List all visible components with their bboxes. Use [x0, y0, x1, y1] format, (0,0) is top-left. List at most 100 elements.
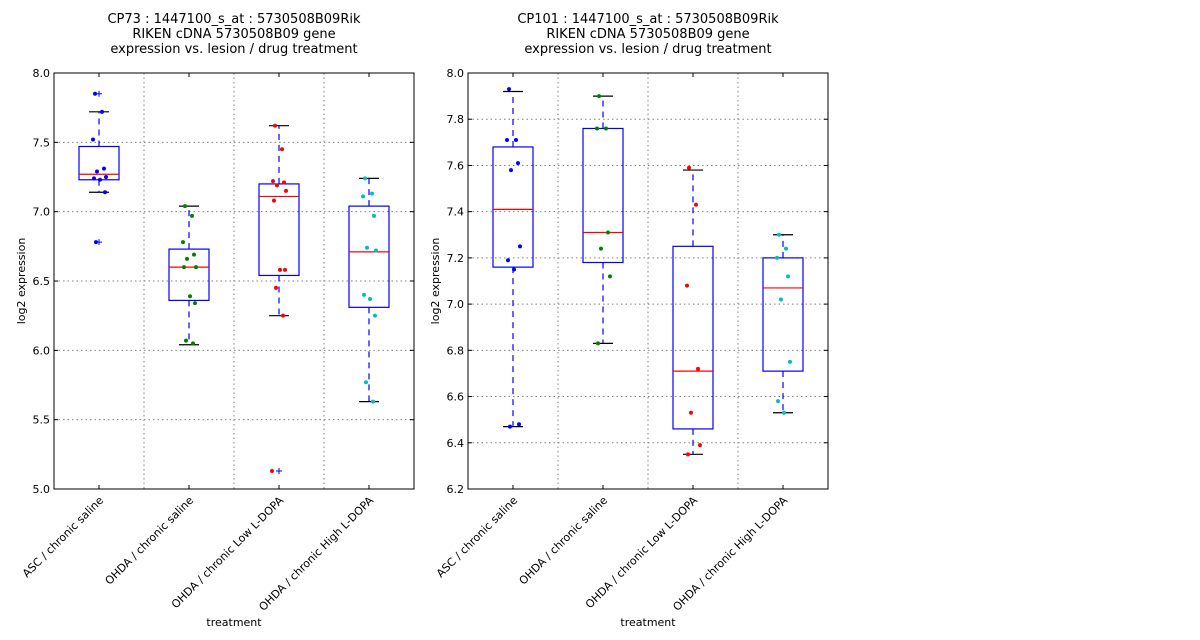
- chart-title-line: RIKEN cDNA 5730508B09 gene: [546, 27, 749, 42]
- y-axis-label: log2 expression: [429, 238, 442, 325]
- data-point: [775, 255, 779, 260]
- data-point: [685, 283, 689, 288]
- data-point: [370, 191, 374, 196]
- box-group-1: [492, 87, 534, 429]
- data-point: [181, 240, 185, 245]
- data-point: [786, 274, 790, 279]
- data-point: [270, 468, 274, 473]
- data-point: [782, 410, 786, 415]
- data-point: [599, 246, 603, 251]
- data-point: [188, 294, 192, 299]
- y-tick-label: 8.0: [33, 67, 51, 80]
- box-iqr: [582, 127, 624, 264]
- data-point: [184, 338, 188, 343]
- data-point: [100, 109, 104, 114]
- data-point: [95, 169, 99, 174]
- y-tick-label: 6.2: [447, 483, 465, 496]
- data-point: [98, 177, 102, 182]
- data-point: [272, 198, 276, 203]
- data-point: [281, 313, 285, 318]
- box-group-4: [762, 232, 804, 415]
- data-point: [104, 175, 108, 179]
- data-point: [190, 213, 194, 218]
- y-tick-label: 5.5: [33, 414, 51, 427]
- x-tick-label: OHDA / chronic saline: [517, 494, 611, 588]
- data-point: [192, 252, 196, 257]
- chart-panel-1: CP73 : 1447100_s_at : 5730508B09RikRIKEN…: [15, 12, 415, 629]
- data-point: [363, 176, 367, 181]
- data-point: [372, 213, 376, 218]
- box-iqr: [348, 205, 390, 308]
- data-point: [606, 230, 610, 235]
- data-point: [182, 265, 186, 270]
- data-point: [514, 138, 518, 143]
- data-point: [608, 274, 612, 279]
- chart-title-line: expression vs. lesion / drug treatment: [110, 42, 357, 57]
- box-group-3: [672, 165, 714, 457]
- data-point: [777, 232, 781, 237]
- y-tick-label: 7.8: [447, 113, 465, 126]
- y-tick-label: 6.4: [447, 437, 465, 450]
- data-point: [193, 301, 197, 306]
- data-point: [687, 165, 691, 170]
- flier-marker: [276, 467, 282, 474]
- box-group-4: [348, 176, 390, 404]
- data-point: [694, 202, 698, 207]
- y-tick-label: 8.0: [447, 67, 465, 80]
- data-point: [274, 285, 278, 290]
- y-axis-label: log2 expression: [15, 238, 28, 325]
- data-point: [275, 183, 279, 188]
- data-point: [374, 248, 378, 253]
- data-point: [784, 246, 788, 251]
- chart-panel-2: CP101 : 1447100_s_at : 5730508B09RikRIKE…: [429, 12, 829, 629]
- data-point: [788, 359, 792, 364]
- data-point: [779, 297, 783, 302]
- box-iqr: [258, 183, 300, 277]
- data-point: [696, 366, 700, 371]
- x-tick-label: OHDA / chronic saline: [103, 494, 197, 588]
- data-point: [194, 265, 198, 270]
- data-point: [94, 240, 98, 245]
- data-point: [373, 313, 377, 318]
- data-point: [191, 341, 195, 346]
- y-tick-label: 7.0: [447, 298, 465, 311]
- data-point: [283, 267, 287, 272]
- y-tick-label: 5.0: [33, 483, 51, 496]
- axes-frame: [53, 72, 415, 490]
- data-point: [91, 137, 95, 142]
- data-point: [686, 452, 690, 457]
- box-iqr: [168, 248, 210, 302]
- data-point: [604, 126, 608, 131]
- data-point: [365, 245, 369, 250]
- data-point: [517, 422, 521, 427]
- y-tick-label: 7.0: [33, 206, 51, 219]
- data-point: [361, 194, 365, 199]
- box-group-3: [258, 123, 300, 474]
- data-point: [271, 179, 275, 184]
- y-tick-label: 7.2: [447, 252, 465, 265]
- x-tick-label: ASC / chronic saline: [20, 494, 106, 580]
- y-tick-label: 7.6: [447, 159, 465, 172]
- box-group-2: [582, 94, 624, 346]
- data-point: [518, 244, 522, 249]
- data-point: [371, 399, 375, 404]
- data-point: [505, 138, 509, 143]
- data-point: [595, 126, 599, 131]
- data-point: [183, 204, 187, 209]
- chart-title-line: CP73 : 1447100_s_at : 5730508B09Rik: [107, 12, 360, 27]
- data-point: [185, 256, 189, 261]
- box-group-1: [78, 90, 120, 246]
- data-point: [278, 267, 282, 272]
- data-point: [273, 123, 277, 128]
- chart-title-line: expression vs. lesion / drug treatment: [524, 42, 771, 57]
- y-tick-label: 6.6: [447, 391, 465, 404]
- data-point: [509, 168, 513, 173]
- data-point: [92, 176, 96, 181]
- data-point: [776, 399, 780, 404]
- box-iqr: [492, 146, 534, 268]
- data-point: [284, 188, 288, 193]
- data-point: [597, 94, 601, 99]
- data-point: [282, 180, 286, 185]
- data-point: [280, 147, 284, 152]
